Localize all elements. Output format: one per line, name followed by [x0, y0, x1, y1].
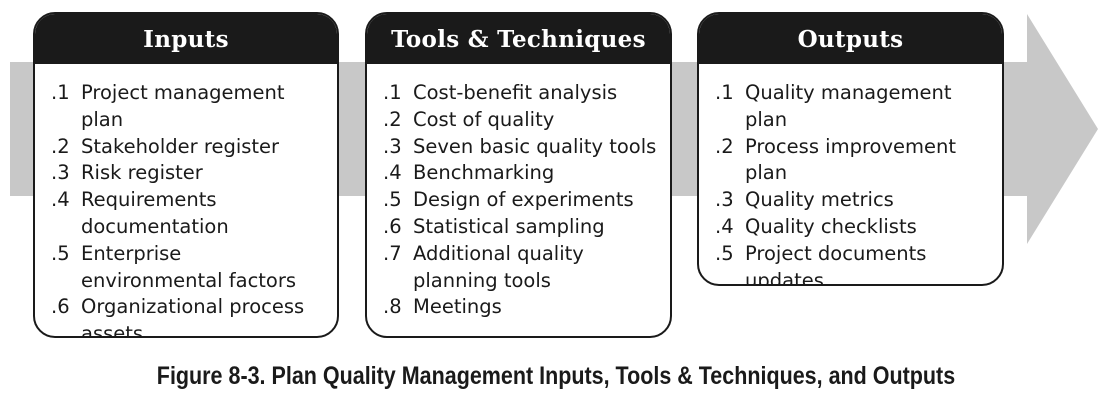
- list-item: .2 Process improvement plan: [715, 134, 994, 188]
- item-text: Enterprise environmental factors: [81, 241, 297, 292]
- list-item: .5 Design of experiments: [383, 187, 662, 214]
- item-number: .5: [51, 241, 70, 265]
- inputs-list: .1 Project management plan .2 Stakeholder r…: [35, 64, 337, 338]
- list-item: .3 Seven basic quality tools: [383, 134, 662, 161]
- outputs-panel: Outputs .1 Quality management plan .2 Proce…: [697, 12, 1004, 286]
- list-item: .8 Meetings: [383, 294, 662, 321]
- item-text: Cost of quality: [413, 107, 555, 131]
- item-text: Quality checklists: [745, 214, 917, 238]
- item-number: .8: [383, 295, 402, 319]
- list-item: .3 Risk register: [51, 160, 329, 187]
- list-item: .4 Benchmarking: [383, 160, 662, 187]
- item-number: .7: [383, 241, 402, 265]
- item-number: .3: [51, 161, 70, 185]
- outputs-header: Outputs: [699, 14, 1002, 64]
- figure-caption: Figure 8-3. Plan Quality Management Inpu…: [156, 362, 956, 390]
- item-number: .1: [51, 81, 70, 104]
- list-item: .5 Project documents updates: [715, 241, 994, 286]
- item-text: Project management plan: [81, 81, 285, 131]
- list-item: .1 Project management plan: [51, 80, 329, 134]
- item-text: Stakeholder register: [81, 134, 280, 158]
- item-text: Benchmarking: [413, 161, 555, 185]
- tools-list: .1 Cost-benefit analysis .2 Cost of quality…: [367, 64, 670, 321]
- list-item: .5 Enterprise environmental factors: [51, 241, 329, 295]
- item-number: .2: [383, 107, 402, 131]
- list-item: .4 Quality checklists: [715, 214, 994, 241]
- list-item: .7 Additional quality planning tools: [383, 241, 662, 295]
- item-text: Process improvement plan: [745, 134, 957, 185]
- item-text: Project documents updates: [745, 241, 927, 286]
- tools-panel: Tools & Techniques .1 Cost-benefit analys…: [365, 12, 672, 338]
- list-item: .3 Quality metrics: [715, 187, 994, 214]
- outputs-list: .1 Quality management plan .2 Process impro…: [699, 64, 1002, 286]
- item-number: .3: [715, 188, 734, 212]
- list-item: .6 Statistical sampling: [383, 214, 662, 241]
- item-number: .2: [51, 134, 70, 158]
- item-number: .2: [715, 134, 734, 158]
- tools-header: Tools & Techniques: [367, 14, 670, 64]
- item-number: .4: [51, 188, 70, 212]
- list-item: .1 Quality management plan: [715, 80, 994, 134]
- item-text: Design of experiments: [413, 188, 634, 212]
- item-text: Seven basic quality tools: [413, 134, 657, 158]
- item-number: .4: [715, 214, 734, 238]
- list-item: .2 Stakeholder register: [51, 134, 329, 161]
- item-text: Meetings: [413, 295, 502, 319]
- item-text: Cost-benefit analysis: [413, 81, 618, 104]
- list-item: .1 Cost-benefit analysis: [383, 80, 662, 107]
- item-number: .6: [383, 214, 402, 238]
- item-number: .1: [383, 81, 402, 104]
- list-item: .2 Cost of quality: [383, 107, 662, 134]
- item-text: Requirements documentation: [81, 188, 229, 238]
- item-text: Quality metrics: [745, 188, 894, 212]
- item-number: .3: [383, 134, 402, 158]
- list-item: .4 Requirements documentation: [51, 187, 329, 241]
- item-number: .5: [715, 241, 734, 265]
- list-item: .6 Organizational process assets: [51, 294, 329, 338]
- item-text: Risk register: [81, 161, 203, 185]
- item-number: .1: [715, 81, 734, 104]
- item-text: Statistical sampling: [413, 214, 605, 238]
- inputs-panel: Inputs .1 Project management plan .2 Stakeh…: [33, 12, 339, 338]
- item-number: .4: [383, 161, 402, 185]
- item-number: .6: [51, 295, 70, 319]
- item-number: .5: [383, 188, 402, 212]
- item-text: Organizational process assets: [81, 295, 305, 338]
- item-text: Additional quality planning tools: [413, 241, 584, 292]
- item-text: Quality management plan: [745, 81, 952, 131]
- inputs-header: Inputs: [35, 14, 337, 64]
